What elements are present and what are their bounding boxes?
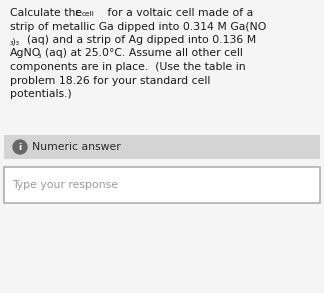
Text: ₃)₃: ₃)₃ [10,38,20,47]
Text: potentials.): potentials.) [10,89,72,99]
Text: (aq) at 25.0°C. Assume all other cell: (aq) at 25.0°C. Assume all other cell [45,49,243,59]
FancyBboxPatch shape [4,167,320,203]
Text: ε: ε [74,8,80,18]
Text: i: i [18,143,22,152]
Text: Type your response: Type your response [12,180,118,190]
Text: problem 18.26 for your standard cell: problem 18.26 for your standard cell [10,76,210,86]
Text: Numeric answer: Numeric answer [32,142,121,152]
Text: AgNO: AgNO [10,49,41,59]
Circle shape [13,140,27,154]
Text: (aq) and a strip of Ag dipped into 0.136 M: (aq) and a strip of Ag dipped into 0.136… [27,35,256,45]
Text: strip of metallic Ga dipped into 0.314 M Ga(NO: strip of metallic Ga dipped into 0.314 M… [10,21,266,32]
Text: ₃: ₃ [38,52,41,60]
Text: Calculate the: Calculate the [10,8,86,18]
FancyBboxPatch shape [4,135,320,159]
Text: components are in place.  (Use the table in: components are in place. (Use the table … [10,62,246,72]
Text: cell: cell [82,11,95,18]
Text: for a voltaic cell made of a: for a voltaic cell made of a [104,8,253,18]
